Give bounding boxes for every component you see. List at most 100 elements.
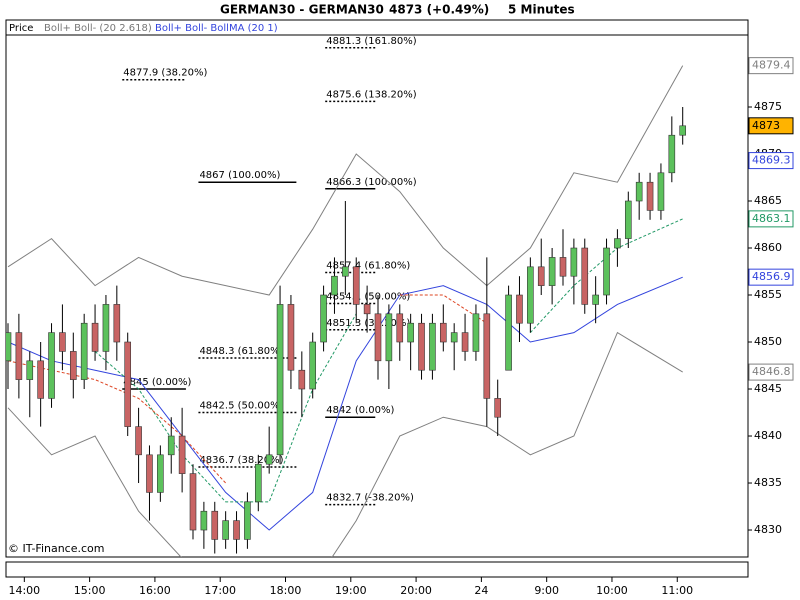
- price-marker-label: 4856.9: [752, 270, 791, 283]
- price-marker-label: 4846.8: [752, 365, 791, 378]
- fib-label: 4857.4 (61.80%): [326, 260, 410, 271]
- x-tick-label: 19:00: [335, 584, 367, 597]
- candle-body: [614, 238, 621, 249]
- price-marker-label: 4873: [752, 119, 780, 132]
- y-tick-label: 4865: [754, 194, 782, 207]
- candle-body: [472, 313, 480, 352]
- fib-label: 4842 (0.00%): [326, 405, 394, 416]
- candle-body: [48, 332, 55, 399]
- candle-body: [124, 341, 132, 427]
- fib-label: 4877.9 (38.20%): [123, 68, 207, 79]
- candle-body: [91, 322, 99, 352]
- price-marker: [748, 210, 794, 228]
- symbol: GERMAN30 - GERMAN30: [220, 3, 384, 17]
- candle-body: [483, 313, 491, 399]
- y-tick-label: 4875: [754, 100, 782, 113]
- candle-body: [668, 134, 676, 174]
- candle-body: [178, 435, 186, 474]
- candle-body: [570, 247, 578, 277]
- band-line: [7, 294, 488, 484]
- candle-body: [167, 435, 175, 456]
- candle-body: [439, 322, 447, 343]
- candle-body: [679, 125, 687, 136]
- y-tick-label: 4845: [754, 382, 782, 395]
- candle-body: [37, 360, 44, 399]
- candle-body: [385, 313, 393, 362]
- fib-label: 4832.7 (-38.20%): [326, 493, 414, 504]
- candle-body: [298, 369, 306, 390]
- candle-body: [461, 332, 469, 352]
- x-tick-label: 9:00: [534, 584, 559, 597]
- quote: 4873 (+0.49%): [389, 3, 489, 17]
- y-tick-label: 4850: [754, 335, 782, 348]
- band-line: [94, 218, 683, 503]
- candle-body: [516, 294, 523, 324]
- fib-label: 4867 (100.00%): [199, 170, 280, 181]
- candle-body: [200, 510, 208, 531]
- fib-label: 4875.6 (138.20%): [326, 89, 417, 100]
- candle-body: [450, 332, 458, 343]
- x-tick-label: 17:00: [204, 584, 236, 597]
- candle-body: [6, 332, 12, 362]
- candle-body: [603, 247, 610, 296]
- y-tick-label: 4835: [754, 476, 782, 489]
- candle-body: [309, 341, 317, 390]
- fib-label: 4854.1 (50.00%): [326, 291, 410, 302]
- candle-body: [276, 304, 284, 456]
- candle-body: [418, 322, 425, 371]
- candle-body: [244, 501, 251, 540]
- candle-body: [254, 463, 262, 503]
- candle-body: [396, 313, 404, 343]
- candle-body: [265, 454, 273, 465]
- candle-body: [363, 304, 371, 315]
- interval: 5 Minutes: [508, 3, 575, 17]
- y-tick-label: 4830: [754, 523, 782, 536]
- y-tick-label: 4840: [754, 429, 782, 442]
- candle-body: [494, 398, 502, 418]
- candle-body: [527, 266, 534, 324]
- candle-body: [342, 266, 349, 277]
- candle-body: [331, 275, 338, 296]
- fib-label: 4845 (0.00%): [123, 377, 191, 388]
- x-tick-label: 11:00: [661, 584, 693, 597]
- candle-body: [320, 294, 327, 343]
- candle-body: [189, 473, 197, 531]
- price-marker: [748, 152, 794, 170]
- candle-body: [211, 510, 219, 540]
- fib-label: 4842.5 (50.00%): [199, 401, 283, 412]
- fib-label: 4866.3 (100.00%): [326, 177, 417, 188]
- candle-body: [505, 294, 512, 371]
- y-tick-label: 4860: [754, 241, 782, 254]
- x-tick-label: 10:00: [596, 584, 628, 597]
- legend-entry: Boll+ Boll- BollMA (20 1): [155, 23, 278, 34]
- legend-entry: Boll+ Boll- (20 2.618): [44, 23, 152, 34]
- candle-body: [102, 304, 110, 352]
- candle-body: [233, 520, 240, 540]
- band-line: [7, 276, 683, 531]
- candle-body: [407, 322, 414, 343]
- fib-label: 4848.3 (61.80%): [199, 346, 283, 357]
- candle-body: [581, 247, 589, 305]
- x-tick-label: 24: [474, 584, 488, 597]
- candle-body: [537, 266, 545, 286]
- x-tick-label: 16:00: [139, 584, 171, 597]
- price-marker: [748, 268, 794, 286]
- band-line: [7, 331, 683, 557]
- candle-body: [287, 304, 295, 371]
- candle-body: [624, 200, 632, 239]
- candle-body: [559, 257, 567, 277]
- candle-body: [635, 181, 643, 202]
- candle-body: [69, 351, 77, 380]
- candle-body: [59, 332, 66, 352]
- x-tick-label: 20:00: [400, 584, 432, 597]
- candle-body: [113, 304, 121, 343]
- price-marker: [748, 363, 794, 381]
- x-tick-label: 15:00: [74, 584, 106, 597]
- plot-frame: [5, 19, 749, 558]
- legend-entry: Price: [9, 23, 33, 34]
- candle-body: [352, 266, 360, 305]
- candle-body: [374, 313, 382, 362]
- candle-body: [15, 332, 23, 380]
- scrollbar: [5, 561, 749, 578]
- credit: © IT-Finance.com: [8, 542, 105, 555]
